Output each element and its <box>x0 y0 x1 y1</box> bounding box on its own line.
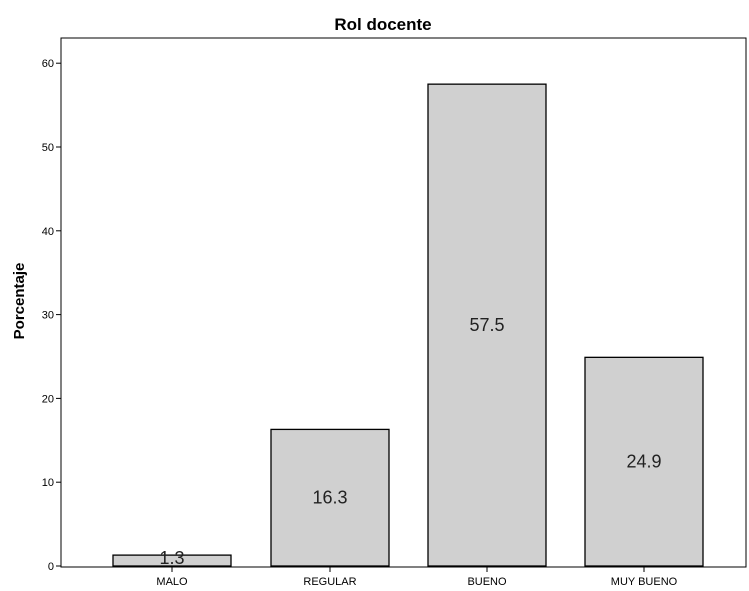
chart-title: Rol docente <box>334 15 431 34</box>
data-label: 16.3 <box>312 488 347 508</box>
bar-regular <box>270 428 390 567</box>
x-tick-label: REGULAR <box>303 576 356 588</box>
bar-bueno <box>427 83 547 567</box>
y-tick-label: 20 <box>42 393 54 405</box>
y-axis-label: Porcentaje <box>11 263 28 340</box>
y-tick-label: 40 <box>42 226 54 238</box>
bar-muy-bueno <box>584 356 704 567</box>
x-tick-label: MALO <box>156 576 188 588</box>
y-tick-label: 0 <box>48 561 54 573</box>
y-tick-label: 60 <box>42 58 54 70</box>
y-tick-label: 10 <box>42 477 54 489</box>
data-label: 1.3 <box>159 548 184 568</box>
y-tick-label: 30 <box>42 310 54 322</box>
data-label: 24.9 <box>626 452 661 472</box>
bars-group: 1.3 16.3 57.5 24.9 <box>112 83 704 568</box>
x-axis: MALO REGULAR BUENO MUY BUENO <box>156 567 678 588</box>
plot-frame <box>60 37 747 568</box>
y-axis: 0 10 20 30 40 50 60 <box>42 58 61 573</box>
x-tick-label: BUENO <box>467 576 507 588</box>
y-tick-label: 50 <box>42 142 54 154</box>
bar-malo <box>112 554 232 567</box>
x-tick-label: MUY BUENO <box>611 576 678 588</box>
data-label: 57.5 <box>469 315 504 335</box>
